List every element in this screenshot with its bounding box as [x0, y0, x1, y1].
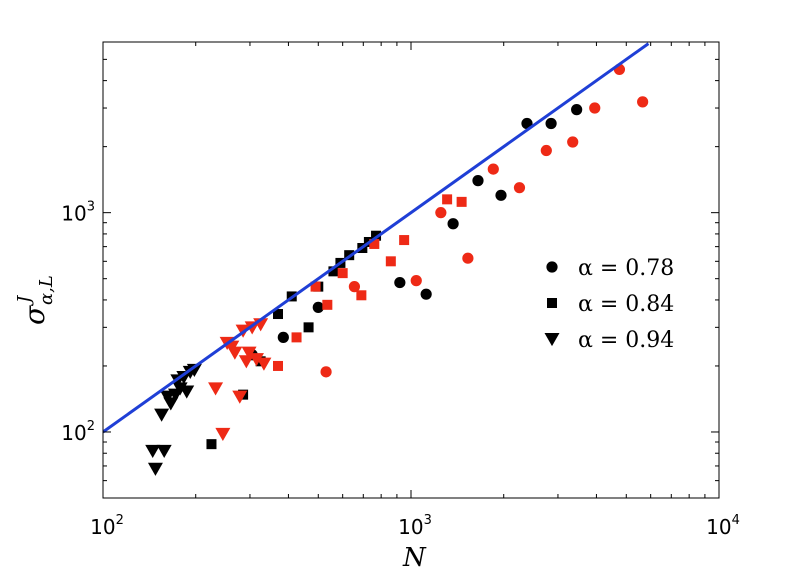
data-point	[238, 355, 254, 369]
data-point	[256, 357, 272, 371]
series-red-square	[273, 194, 467, 371]
data-point	[320, 366, 332, 378]
data-point	[513, 182, 526, 194]
plot-marks	[103, 42, 650, 476]
tick-labels: 102 103 104 102 103	[61, 200, 740, 539]
data-point	[312, 301, 324, 313]
data-point	[442, 194, 453, 205]
fit-line	[103, 42, 650, 434]
data-point	[540, 144, 552, 157]
legend-item: α = 0.78	[546, 256, 674, 281]
x-tick-label: 103	[398, 513, 432, 539]
data-point	[447, 218, 459, 230]
data-point	[156, 444, 172, 459]
legend-label: α = 0.94	[578, 328, 674, 353]
data-point	[206, 439, 217, 450]
data-point	[348, 281, 361, 293]
data-point	[589, 102, 601, 114]
y-axis-label: σJ α,L	[14, 275, 57, 325]
legend-item: α = 0.84	[547, 292, 674, 317]
data-point	[232, 390, 248, 404]
data-point	[369, 238, 380, 249]
data-point	[208, 382, 224, 396]
data-point	[273, 309, 284, 320]
data-point	[303, 322, 314, 333]
series-black-circle	[246, 104, 583, 361]
legend-item: α = 0.94	[544, 328, 674, 353]
data-point	[215, 427, 231, 442]
y-tick-label: 102	[61, 419, 95, 445]
legend-marker	[546, 261, 558, 273]
series-red-triangle-down	[208, 318, 272, 442]
data-point	[410, 275, 422, 287]
data-point	[328, 266, 339, 277]
x-tick-label: 102	[90, 513, 124, 539]
data-point	[291, 332, 302, 343]
data-point	[399, 235, 410, 246]
data-point	[145, 444, 161, 459]
data-point	[435, 207, 447, 219]
data-point	[571, 104, 583, 116]
series-black-triangle-down	[145, 363, 202, 476]
legend-marker	[544, 333, 560, 347]
data-point	[179, 385, 195, 399]
data-point	[147, 462, 163, 476]
legend-label: α = 0.84	[578, 292, 674, 317]
data-point	[420, 288, 432, 300]
x-tick-label: 104	[706, 513, 740, 539]
axis-ticks	[102, 41, 720, 499]
data-point	[385, 256, 396, 267]
data-point	[356, 290, 367, 301]
data-point	[567, 136, 579, 148]
legend-marker	[547, 298, 557, 308]
y-axis-label-sup: J	[14, 294, 35, 307]
x-axis-label: N	[402, 543, 427, 573]
data-point	[472, 175, 484, 187]
data-point	[310, 281, 321, 292]
data-point	[487, 163, 499, 175]
data-point	[227, 346, 243, 360]
y-tick-label: 103	[61, 200, 95, 226]
data-point	[337, 268, 348, 279]
data-point	[322, 299, 333, 310]
data-point	[394, 276, 406, 289]
data-point	[545, 117, 557, 130]
data-point	[163, 397, 179, 411]
data-point	[154, 408, 170, 422]
data-point	[462, 252, 474, 264]
data-point	[176, 371, 192, 385]
legend: α = 0.78 α = 0.84 α = 0.94	[544, 256, 674, 353]
y-axis-label-symbol: σ	[18, 305, 51, 325]
data-point	[277, 331, 289, 343]
data-point	[456, 196, 467, 207]
data-point	[273, 360, 284, 371]
data-point	[637, 96, 649, 108]
data-point	[186, 363, 202, 377]
data-point	[495, 189, 507, 201]
y-axis-label-sub: α,L	[36, 275, 57, 305]
data-point	[248, 353, 264, 367]
legend-label: α = 0.78	[578, 256, 674, 281]
series-red-circle	[320, 63, 649, 378]
data-point	[241, 346, 257, 360]
